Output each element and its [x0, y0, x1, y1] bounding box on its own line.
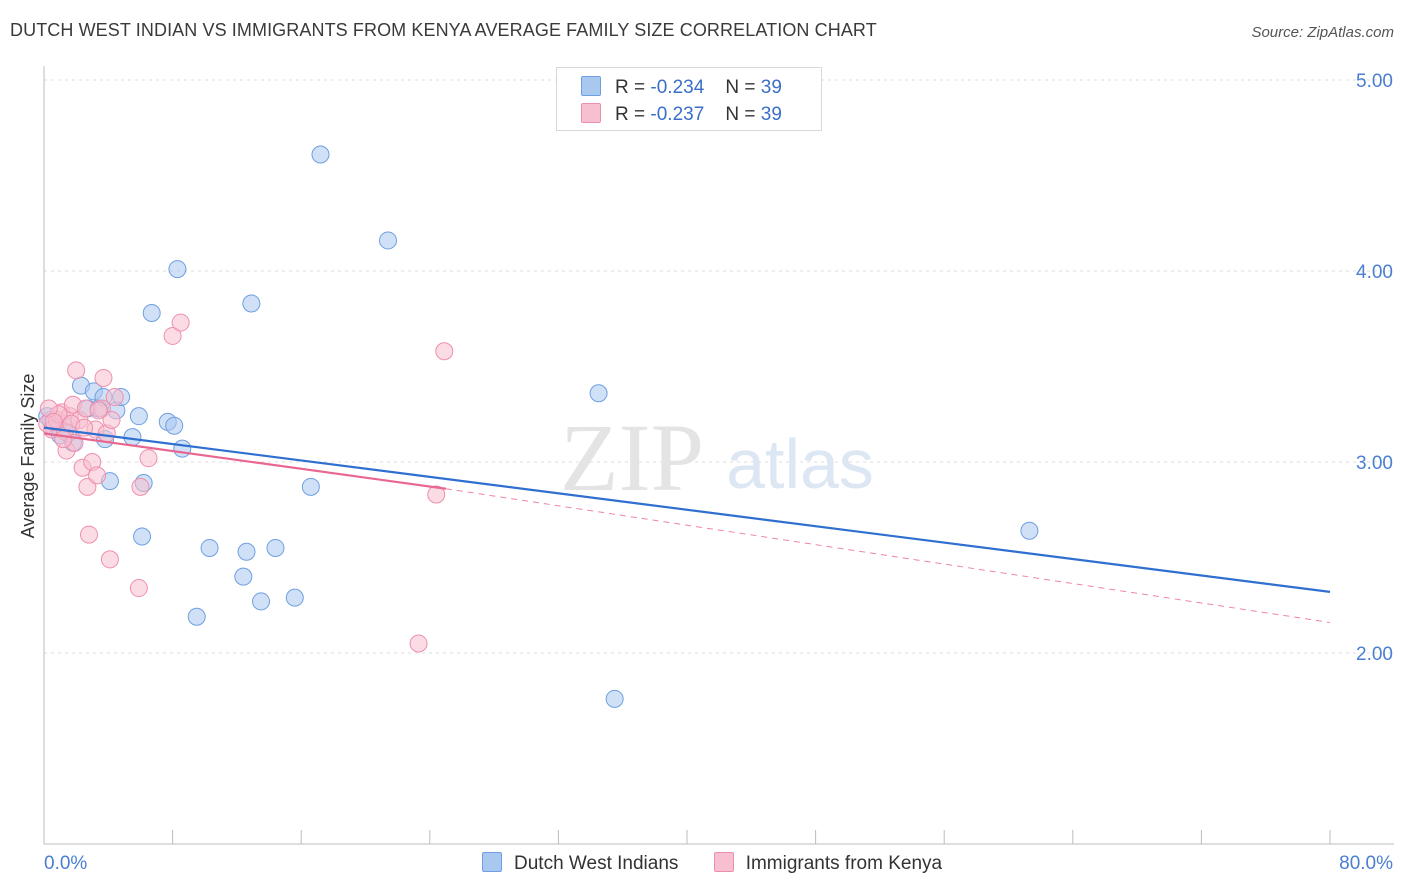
- x-tick-label: 80.0%: [1339, 853, 1393, 874]
- watermark-atlas: atlas: [726, 425, 874, 503]
- point-dutch-west-indians: [142, 304, 161, 323]
- legend-swatch-blue: [482, 852, 502, 872]
- point-immigrants-from-kenya: [100, 550, 119, 569]
- point-immigrants-from-kenya: [88, 466, 107, 485]
- point-dutch-west-indians: [605, 689, 624, 708]
- legend-row-dutch: R = -0.234 N = 39: [581, 76, 782, 98]
- point-dutch-west-indians: [311, 145, 330, 164]
- gridlines: [44, 79, 1394, 654]
- legend-n-value: 39: [760, 77, 782, 98]
- point-dutch-west-indians: [168, 260, 187, 279]
- point-immigrants-from-kenya: [435, 342, 454, 361]
- point-immigrants-from-kenya: [171, 313, 190, 332]
- point-dutch-west-indians: [187, 607, 206, 626]
- legend-label: Immigrants from Kenya: [745, 853, 943, 874]
- point-immigrants-from-kenya: [129, 579, 148, 598]
- point-dutch-west-indians: [165, 416, 184, 435]
- trend-lines: [43, 426, 1331, 623]
- legend-r-value: -0.234: [650, 77, 705, 98]
- point-dutch-west-indians: [266, 538, 285, 557]
- point-dutch-west-indians: [252, 592, 271, 611]
- data-points: [38, 145, 1039, 708]
- series-legend: Dutch West Indians Immigrants from Kenya: [482, 852, 972, 875]
- point-dutch-west-indians: [237, 542, 256, 561]
- point-immigrants-from-kenya: [67, 361, 86, 380]
- point-immigrants-from-kenya: [102, 410, 121, 429]
- point-dutch-west-indians: [285, 588, 304, 607]
- point-immigrants-from-kenya: [78, 477, 97, 496]
- legend-item-dutch-west-indians[interactable]: Dutch West Indians: [482, 852, 678, 875]
- watermark-zip: ZIP: [560, 404, 704, 511]
- point-immigrants-from-kenya: [44, 412, 63, 431]
- point-dutch-west-indians: [200, 538, 219, 557]
- legend-r-label: R =: [615, 77, 646, 98]
- point-dutch-west-indians: [234, 567, 253, 586]
- watermark: ZIP atlas: [560, 404, 874, 511]
- point-dutch-west-indians: [589, 384, 608, 403]
- legend-item-immigrants-from-kenya[interactable]: Immigrants from Kenya: [713, 852, 943, 875]
- point-immigrants-from-kenya: [409, 634, 428, 653]
- point-immigrants-from-kenya: [54, 430, 73, 449]
- y-tick-label: 2.00: [1356, 644, 1393, 665]
- y-tick-label: 5.00: [1356, 71, 1393, 92]
- y-tick-label: 4.00: [1356, 262, 1393, 283]
- y-tick-label: 3.00: [1356, 453, 1393, 474]
- point-immigrants-from-kenya: [105, 388, 124, 407]
- point-immigrants-from-kenya: [80, 525, 99, 544]
- point-immigrants-from-kenya: [89, 401, 108, 420]
- point-dutch-west-indians: [379, 231, 398, 250]
- y-axis-label: Average Family Size: [18, 374, 38, 539]
- point-dutch-west-indians: [1020, 521, 1039, 540]
- x-tick-label: 0.0%: [44, 853, 87, 874]
- legend-label: Dutch West Indians: [514, 853, 679, 874]
- point-dutch-west-indians: [242, 294, 261, 313]
- point-immigrants-from-kenya: [427, 485, 446, 504]
- legend-r-label: R =: [615, 104, 646, 125]
- point-immigrants-from-kenya: [139, 449, 158, 468]
- legend-n-label: N =: [725, 104, 756, 125]
- legend-n-value: 39: [760, 104, 782, 125]
- legend-swatch-blue: [581, 76, 601, 96]
- point-immigrants-from-kenya: [163, 326, 182, 345]
- axes: [43, 66, 1394, 845]
- correlation-legend: R = -0.234 N = 39 R = -0.237 N = 39: [556, 67, 822, 131]
- legend-swatch-pink: [713, 852, 734, 872]
- point-dutch-west-indians: [173, 439, 192, 458]
- trend-extension-kenya: [445, 488, 1331, 623]
- trend-line-dutch: [43, 426, 1331, 593]
- legend-swatch-pink: [581, 103, 601, 123]
- legend-row-kenya: R = -0.237 N = 39: [581, 103, 782, 125]
- point-dutch-west-indians: [301, 477, 320, 496]
- chart-title: DUTCH WEST INDIAN VS IMMIGRANTS FROM KEN…: [10, 20, 877, 40]
- legend-n-label: N =: [725, 77, 756, 98]
- point-immigrants-from-kenya: [131, 477, 150, 496]
- source-label: Source: ZipAtlas.com: [1251, 24, 1394, 41]
- point-dutch-west-indians: [129, 407, 148, 426]
- trend-line-kenya: [43, 432, 447, 490]
- point-dutch-west-indians: [133, 527, 152, 546]
- tick-labels: 2.00 3.00 4.00 5.00 0.0% 80.0%: [44, 71, 1393, 874]
- legend-r-value: -0.237: [650, 104, 705, 125]
- point-immigrants-from-kenya: [94, 368, 113, 387]
